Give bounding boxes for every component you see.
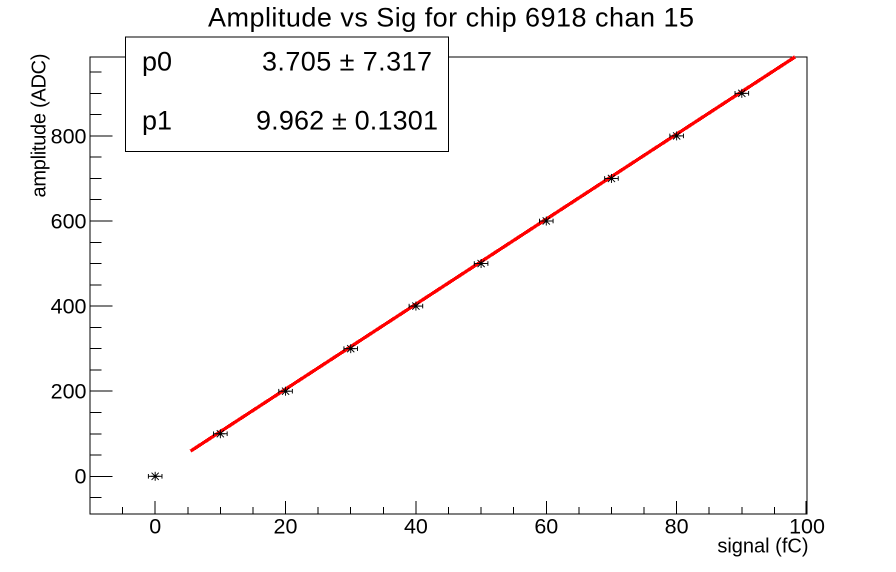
svg-text:400: 400: [51, 295, 87, 319]
svg-text:p0: p0: [142, 47, 172, 77]
svg-text:200: 200: [51, 380, 87, 404]
svg-text:60: 60: [534, 515, 558, 539]
svg-text:Amplitude vs Sig for chip 6918: Amplitude vs Sig for chip 6918 chan 15: [208, 2, 694, 32]
svg-text:9.962 ± 0.1301: 9.962 ± 0.1301: [256, 105, 438, 135]
svg-text:800: 800: [51, 124, 87, 148]
svg-text:p1: p1: [142, 105, 172, 135]
svg-text:amplitude (ADC): amplitude (ADC): [29, 54, 51, 198]
svg-text:signal (fC): signal (fC): [717, 536, 808, 558]
svg-text:0: 0: [75, 465, 87, 489]
svg-text:40: 40: [404, 515, 428, 539]
svg-text:100: 100: [789, 515, 825, 539]
svg-text:3.705 ± 7.317: 3.705 ± 7.317: [262, 47, 432, 77]
svg-text:20: 20: [274, 515, 298, 539]
svg-text:600: 600: [51, 209, 87, 233]
svg-text:0: 0: [149, 515, 161, 539]
svg-text:80: 80: [665, 515, 689, 539]
